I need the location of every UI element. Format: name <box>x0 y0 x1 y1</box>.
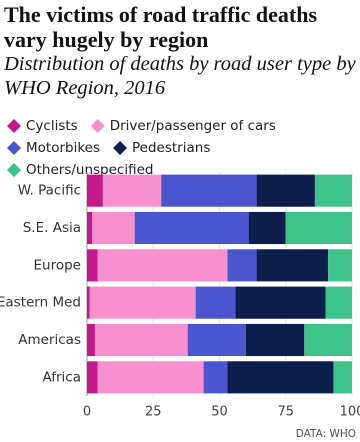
bar-segment <box>187 323 246 357</box>
bar-segment <box>87 249 98 282</box>
chart-title: The victims of road traffic deaths vary … <box>4 2 318 52</box>
bar-segment <box>227 361 334 394</box>
bar-segment <box>227 249 257 282</box>
legend-label: Cyclists <box>26 118 78 134</box>
legend-marker <box>7 141 21 155</box>
bar-segment <box>285 211 352 245</box>
bar-segment <box>87 323 95 357</box>
y-tick-label: Africa <box>42 369 81 385</box>
legend-item: Motorbikes <box>7 140 100 156</box>
legend-label: Motorbikes <box>26 140 100 156</box>
y-tick-label: Europe <box>34 257 81 273</box>
bar-segment <box>248 211 286 245</box>
bar-segment <box>102 174 162 207</box>
y-tick-label: W. Pacific <box>18 183 81 199</box>
legend-marker <box>113 141 128 155</box>
x-tick-label: 100 <box>340 405 360 420</box>
bar-segment <box>203 361 228 394</box>
bar-segment <box>256 174 315 207</box>
legend-marker <box>7 163 21 177</box>
chart-subtitle: Distribution of deaths by road user type… <box>4 53 356 99</box>
legend-item: Pedestrians <box>113 140 210 156</box>
legend-marker <box>90 119 105 133</box>
bar-segment <box>195 286 236 319</box>
bar-segment <box>256 249 329 282</box>
y-tick-label: Americas <box>18 332 81 348</box>
x-tick-label: 25 <box>145 405 162 420</box>
bar-segment <box>87 211 93 245</box>
y-tick-label: Eastern Med <box>0 295 81 311</box>
bar-segment <box>87 361 98 394</box>
bar-segment <box>87 174 103 207</box>
header: The victims of road traffic deaths vary … <box>4 2 358 100</box>
bar-segment <box>97 361 204 394</box>
legend-label: Driver/passenger of cars <box>110 118 276 134</box>
bar-segment <box>97 249 228 282</box>
bar-segment <box>161 174 257 207</box>
legend-item: Cyclists <box>7 118 78 134</box>
x-tick-label: 75 <box>277 405 294 420</box>
bar-segment <box>333 361 352 394</box>
bar-segment <box>325 286 352 319</box>
legend-marker <box>7 119 21 133</box>
bar-segment <box>328 249 352 282</box>
bar-segment <box>246 323 305 357</box>
bar-segment <box>304 323 352 357</box>
bar-segment <box>87 286 90 319</box>
legend-label: Others/unspecified <box>26 162 154 178</box>
legend-label: Pedestrians <box>132 140 210 156</box>
chart: DATA: WHO Cyclists Driver/passenger of ca… <box>0 118 360 440</box>
legend-item: Others/unspecified <box>7 162 154 178</box>
bar-segment <box>92 211 135 245</box>
bar-segment <box>235 286 326 319</box>
source: DATA: WHO <box>296 428 356 440</box>
bar-segment <box>94 323 188 357</box>
y-tick-label: S.E. Asia <box>23 220 81 236</box>
legend-item: Driver/passenger of cars <box>90 118 276 134</box>
x-tick-label: 0 <box>83 405 91 420</box>
x-tick-label: 50 <box>211 405 228 420</box>
bar-segment <box>314 174 352 207</box>
bar-segment <box>134 211 249 245</box>
bar-segment <box>89 286 196 319</box>
